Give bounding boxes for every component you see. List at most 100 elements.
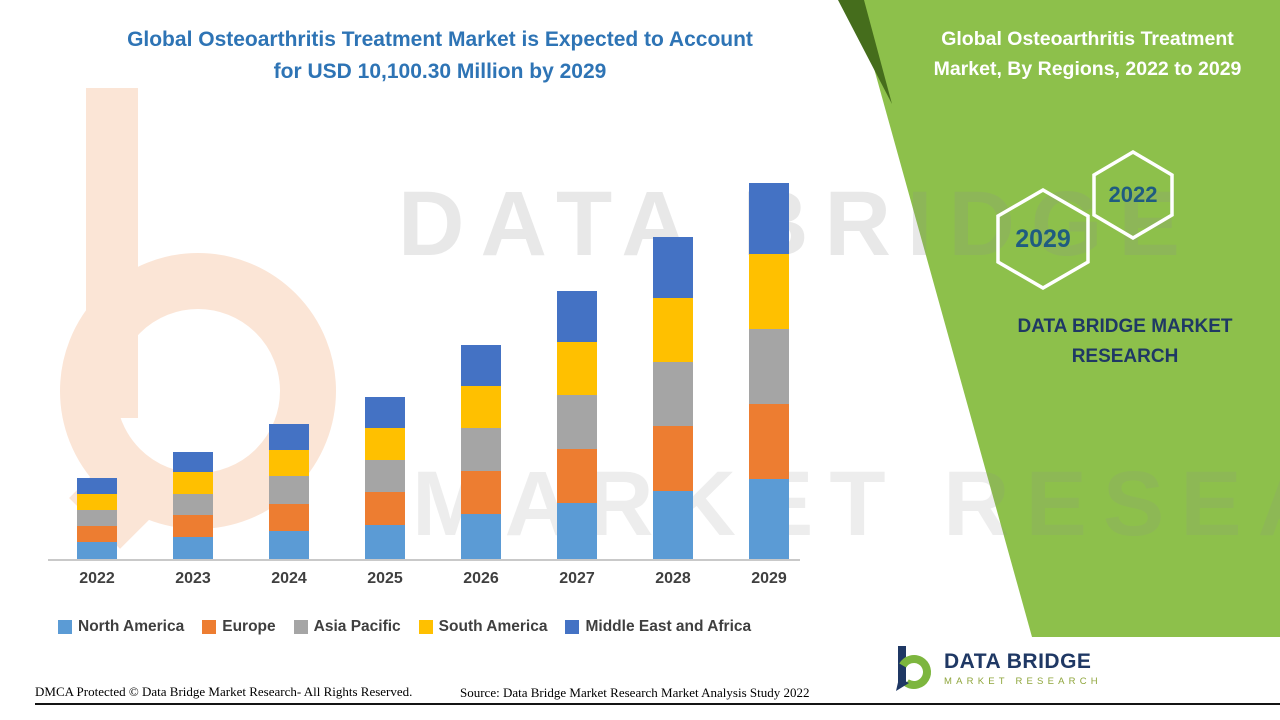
x-axis-label: 2028 (655, 570, 691, 587)
bar-2023 (173, 451, 213, 560)
hexagon-badge-2029: 2029 (996, 188, 1090, 290)
hexagon-year-label: 2022 (1108, 182, 1158, 207)
page-title-line1: Global Osteoarthritis Treatment Market i… (127, 28, 753, 51)
green-accent-triangle (838, 0, 892, 104)
bar-segment (461, 428, 501, 472)
x-axis-label: 2024 (271, 570, 307, 587)
hexagon-outline-icon (1092, 150, 1174, 240)
brand-text-line1: DATA BRIDGE MARKET (1017, 316, 1233, 337)
x-axis-label: 2025 (367, 570, 403, 587)
side-panel-title-line2: Market, By Regions, 2022 to 2029 (933, 58, 1242, 80)
logo-title: DATA BRIDGE (944, 649, 1092, 673)
bar-segment (461, 386, 501, 429)
legend-swatch (293, 620, 308, 634)
hexagon-outline-icon (996, 188, 1090, 290)
x-axis-label: 2027 (559, 570, 595, 587)
side-panel-title-line1: Global Osteoarthritis Treatment (941, 28, 1234, 50)
page-title-line2: for USD 10,100.30 Million by 2029 (273, 60, 607, 83)
footer-divider-line (35, 703, 1280, 705)
bar-segment (173, 515, 213, 537)
x-axis-label: 2023 (175, 570, 211, 587)
footer-dmca-text: DMCA Protected © Data Bridge Market Rese… (35, 684, 413, 699)
bar-2025 (365, 396, 405, 560)
legend-item: Middle East and Africa (565, 618, 751, 636)
bar-2028 (653, 236, 693, 560)
footer-source-text: Source: Data Bridge Market Research Mark… (460, 685, 810, 700)
legend-swatch (202, 620, 217, 634)
bar-segment (173, 493, 213, 516)
logo-text: DATA BRIDGE MARKET RESEARCH (944, 650, 1102, 687)
bar-segment (365, 492, 405, 525)
bar-plot (0, 168, 800, 560)
brand-text: DATA BRIDGE MARKET RESEARCH (1000, 312, 1250, 372)
data-bridge-logo-icon (896, 646, 931, 691)
bar-segment (557, 342, 597, 396)
bar-segment (653, 361, 693, 427)
bar-segment (365, 524, 405, 560)
bar-segment (653, 298, 693, 362)
company-logo: DATA BRIDGE MARKET RESEARCH (888, 642, 1102, 694)
bar-segment (461, 345, 501, 387)
bar-segment (365, 427, 405, 460)
legend-label: Europe (222, 618, 276, 635)
bar-2022 (77, 477, 117, 560)
bar-segment (461, 471, 501, 515)
legend-label: Middle East and Africa (585, 618, 752, 635)
bar-segment (269, 423, 309, 450)
legend-label: North America (78, 618, 185, 635)
legend-item: South America (418, 618, 548, 636)
bar-segment (653, 490, 693, 560)
bar-segment (557, 502, 597, 560)
side-panel-title: Global Osteoarthritis Treatment Market, … (895, 24, 1280, 84)
bar-segment (77, 493, 117, 510)
legend-swatch (418, 620, 433, 634)
bar-segment (77, 542, 117, 560)
x-axis-line (48, 559, 800, 561)
bar-segment (653, 236, 693, 299)
bar-segment (557, 395, 597, 449)
logo-subtitle: MARKET RESEARCH (944, 675, 1102, 687)
hexagon-badge-2022: 2022 (1092, 150, 1174, 240)
bar-segment (269, 503, 309, 531)
legend-swatch (565, 620, 580, 634)
legend-item: Asia Pacific (293, 618, 401, 636)
legend-label: Asia Pacific (313, 618, 401, 635)
bar-segment (749, 328, 789, 404)
bar-segment (365, 396, 405, 428)
legend-item: Europe (202, 618, 276, 636)
bar-segment (77, 526, 117, 543)
bar-segment (173, 472, 213, 494)
green-panel-shape (855, 0, 1280, 637)
bar-2026 (461, 345, 501, 560)
bar-segment (77, 509, 117, 527)
bar-segment (365, 459, 405, 493)
bar-segment (77, 477, 117, 494)
hexagon-year-label: 2029 (1015, 224, 1071, 253)
bar-segment (269, 449, 309, 477)
legend-item: North America (58, 618, 184, 636)
legend-swatch (58, 620, 72, 634)
bar-segment (749, 254, 789, 329)
brand-text-line2: RESEARCH (1071, 346, 1179, 367)
bar-segment (173, 451, 213, 473)
bar-2027 (557, 290, 597, 560)
bar-segment (557, 290, 597, 343)
legend-label: South America (438, 618, 548, 635)
bar-segment (269, 530, 309, 560)
bar-2029 (749, 182, 789, 560)
x-axis-label: 2029 (751, 570, 787, 587)
x-axis-label: 2026 (463, 570, 499, 587)
bar-segment (749, 403, 789, 480)
legend: North America Europe Asia Pacific South Ame… (58, 618, 751, 636)
bar-segment (269, 476, 309, 504)
bar-segment (461, 514, 501, 560)
watermark-text-line2: MARKET RESEARCH (412, 453, 1280, 555)
bar-2024 (269, 423, 309, 560)
page-title: Global Osteoarthritis Treatment Market i… (60, 24, 820, 88)
bar-segment (557, 448, 597, 503)
x-axis-label: 2022 (79, 570, 115, 587)
x-axis: 2022 2023 2024 2025 2026 2027 2028 2029 (0, 570, 800, 594)
bar-segment (749, 479, 789, 560)
bar-segment (173, 536, 213, 560)
